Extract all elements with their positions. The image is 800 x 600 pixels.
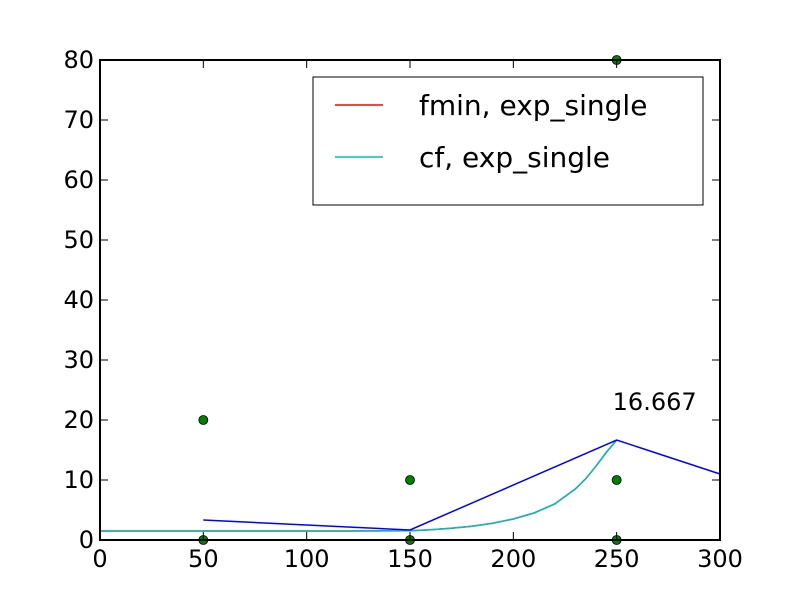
annotation-label: 16.667 [613, 388, 697, 416]
y-tick-label: 40 [63, 286, 94, 314]
y-tick-label: 60 [63, 166, 94, 194]
ticks-layer: 0 50 100 150 200 250 300 0 10 20 30 40 50 60 70 80 [63, 46, 742, 573]
x-tick-label: 150 [387, 545, 433, 573]
annotation-layer: 16.667 [613, 388, 697, 416]
legend-label: cf, exp_single [419, 141, 610, 174]
y-tick-label: 30 [63, 346, 94, 374]
x-tick-label: 250 [594, 545, 640, 573]
x-tick-label: 200 [490, 545, 536, 573]
y-tick-label: 50 [63, 226, 94, 254]
scatter-point [611, 475, 622, 485]
y-tick-label: 80 [63, 46, 94, 74]
legend-box [312, 76, 704, 206]
y-tick-label: 0 [79, 526, 94, 554]
scatter-point [405, 475, 415, 485]
legend: fmin, exp_single cf, exp_single [312, 76, 704, 206]
y-tick-label: 10 [63, 466, 94, 494]
x-tick-label: 50 [188, 545, 219, 573]
x-tick-label: 100 [284, 545, 330, 573]
legend-label: fmin, exp_single [419, 89, 647, 122]
series-line-1 [100, 439, 618, 532]
x-tick-label: 0 [92, 545, 107, 573]
y-tick-label: 70 [63, 106, 94, 134]
x-tick-label: 300 [697, 545, 743, 573]
series-line-2 [203, 439, 721, 531]
y-tick-label: 20 [63, 406, 94, 434]
series-layer [100, 439, 721, 532]
scatter-point [198, 415, 209, 425]
